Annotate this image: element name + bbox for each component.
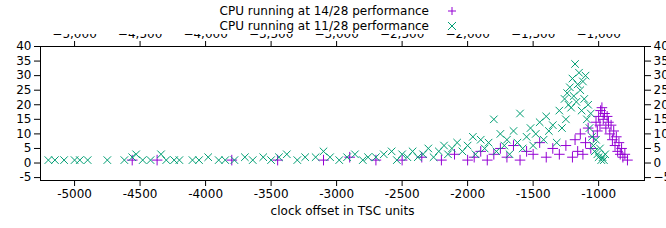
svg-text:−4,000: −4,000	[183, 34, 227, 41]
svg-text:0: 0	[24, 156, 32, 170]
svg-text:-3500: -3500	[254, 187, 289, 201]
svg-text:−5,000: −5,000	[52, 34, 96, 41]
svg-text:15: 15	[16, 112, 31, 126]
svg-text:-2500: -2500	[385, 187, 420, 201]
svg-text:−5: −5	[654, 170, 666, 184]
svg-text:20: 20	[654, 98, 666, 112]
svg-text:-5: -5	[20, 170, 32, 184]
svg-text:30: 30	[654, 68, 666, 82]
svg-text:−3,000: −3,000	[314, 34, 358, 41]
svg-text:30: 30	[16, 68, 31, 82]
svg-text:−1,500: −1,500	[511, 34, 555, 41]
svg-text:15: 15	[654, 112, 666, 126]
svg-text:10: 10	[654, 127, 666, 141]
svg-text:−2,500: −2,500	[380, 34, 424, 41]
svg-text:35: 35	[16, 54, 31, 68]
svg-text:20: 20	[16, 98, 31, 112]
svg-text:−2,000: −2,000	[445, 34, 489, 41]
svg-text:-3000: -3000	[319, 187, 354, 201]
svg-text:-5000: -5000	[57, 187, 92, 201]
svg-text:40: 40	[654, 39, 666, 53]
svg-text:-4000: -4000	[188, 187, 223, 201]
svg-text:clock offset in TSC units: clock offset in TSC units	[271, 204, 415, 218]
svg-text:−4,500: −4,500	[118, 34, 162, 41]
svg-text:-1000: -1000	[581, 187, 616, 201]
svg-text:25: 25	[16, 83, 31, 97]
svg-text:5: 5	[24, 141, 32, 155]
html-text:CPU running at 11/28 performan: CPU running at 11/28 performance	[219, 18, 429, 33]
svg-text:10: 10	[16, 127, 31, 141]
svg-text:-2000: -2000	[450, 187, 485, 201]
svg-text:−3,500: −3,500	[249, 34, 293, 41]
svg-text:5: 5	[654, 141, 662, 155]
svg-text:40: 40	[16, 39, 31, 53]
svg-text:0: 0	[654, 156, 662, 170]
svg-text:-4500: -4500	[123, 187, 158, 201]
svg-text:−1,000: −1,000	[576, 34, 620, 41]
svg-text:25: 25	[654, 83, 666, 97]
svg-text:35: 35	[654, 54, 666, 68]
html-text:CPU running at 14/28 performan: CPU running at 14/28 performance	[219, 3, 429, 18]
svg-text:-1500: -1500	[516, 187, 551, 201]
